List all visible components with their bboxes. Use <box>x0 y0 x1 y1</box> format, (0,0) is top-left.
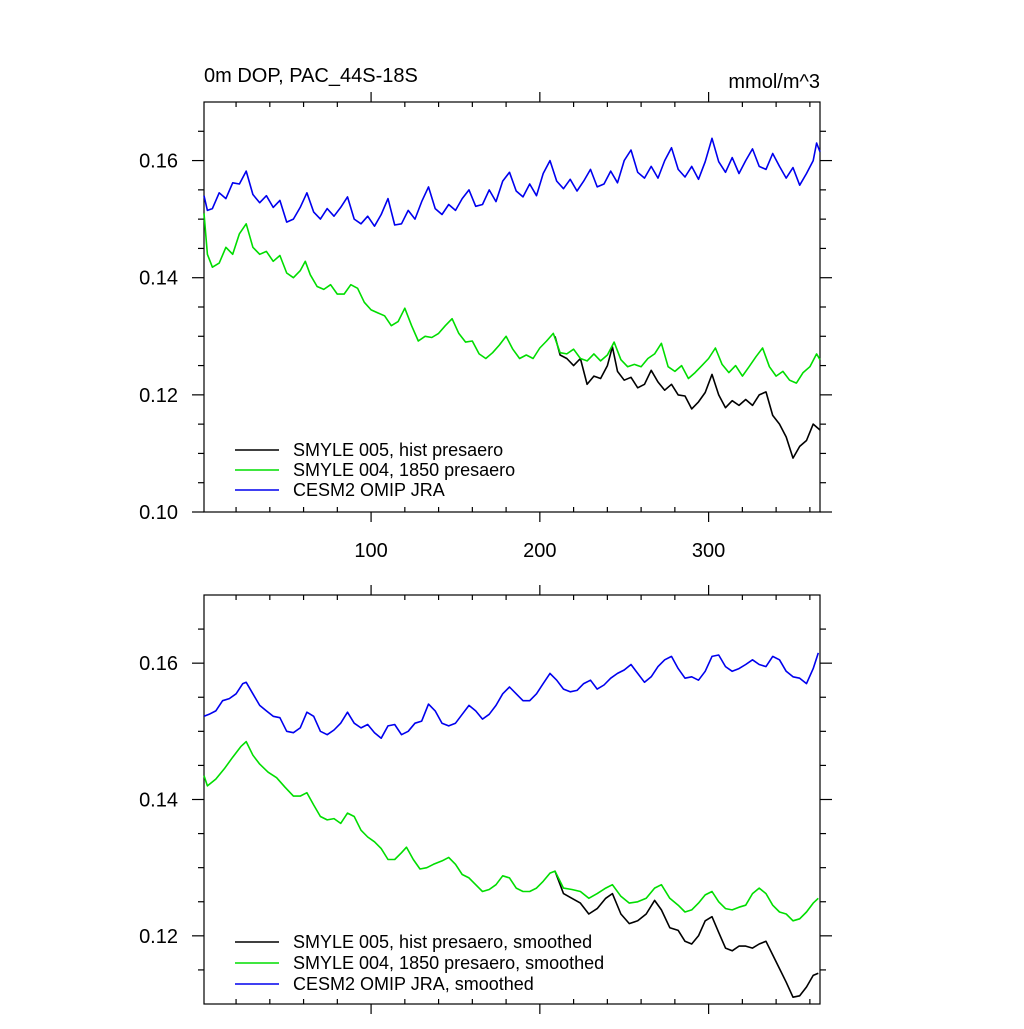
top-legend-label-2: CESM2 OMIP JRA <box>293 480 445 500</box>
top-series-line-2 <box>203 137 821 227</box>
top-y-tick-label: 0.12 <box>139 385 178 407</box>
bottom-y-tick-label: 0.14 <box>139 790 178 812</box>
bottom-legend-label-0: SMYLE 005, hist presaero, smoothed <box>293 932 592 952</box>
bottom-legend-label-2: CESM2 OMIP JRA, smoothed <box>293 974 534 994</box>
top-panel: 0m DOP, PAC_44S-18S mmol/m^3 100 200 300 0.… <box>139 65 832 562</box>
top-legend-label-1: SMYLE 004, 1850 presaero <box>293 460 515 480</box>
top-series-line-0 <box>554 336 821 459</box>
bottom-y-tick-label: 0.16 <box>139 653 178 675</box>
bottom-series-line-1 <box>203 740 819 922</box>
top-x-tick-label: 200 <box>523 540 556 562</box>
top-series-line-1 <box>203 213 821 384</box>
top-panel-title-left: 0m DOP, PAC_44S-18S <box>204 65 418 87</box>
bottom-legend-label-1: SMYLE 004, 1850 presaero, smoothed <box>293 953 604 973</box>
top-y-tick-label: 0.16 <box>139 151 178 173</box>
bottom-y-tick-label: 0.12 <box>139 926 178 948</box>
bottom-series-line-0 <box>554 870 819 998</box>
top-x-tick-label: 300 <box>692 540 725 562</box>
top-legend-label-0: SMYLE 005, hist presaero <box>293 440 503 460</box>
top-x-tick-label: 100 <box>354 540 387 562</box>
bottom-panel: 0.12 0.14 0.16 SMYLE 005, hist presaero, sm… <box>139 585 832 1014</box>
top-y-tick-label: 0.10 <box>139 502 178 524</box>
top-panel-title-right: mmol/m^3 <box>728 71 820 93</box>
bottom-series-line-2 <box>203 652 820 739</box>
top-y-tick-label: 0.14 <box>139 268 178 290</box>
